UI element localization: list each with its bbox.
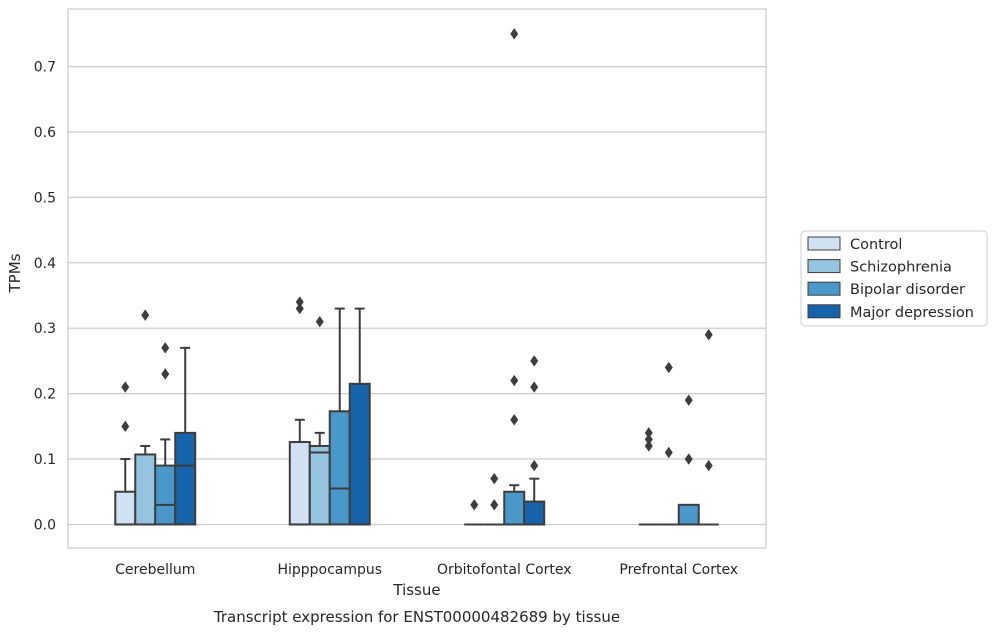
box-schizophrenia: [658, 361, 679, 526]
figure-caption: Transcript expression for ENST0000048268…: [213, 608, 620, 626]
box-body: [174, 431, 197, 526]
box-major-depression: [348, 307, 371, 526]
box-schizophrenia: [484, 472, 505, 526]
box-major-depression: [174, 346, 197, 526]
y-tick-label: 0.0: [34, 517, 56, 533]
x-tick-labels: Cerebellum Hipppocampus Orbitofontal Corte…: [115, 562, 738, 578]
outlier-point: [664, 446, 673, 459]
outlier-point: [644, 433, 653, 446]
outlier-point: [644, 427, 653, 439]
outlier-point: [704, 329, 713, 341]
outlier-point: [490, 499, 499, 511]
y-axis-label: TPMs: [6, 253, 24, 293]
y-tick-labels: 0.0 0.1 0.2 0.3 0.4 0.5 0.6 0.7: [34, 60, 56, 534]
outlier-point: [530, 459, 539, 472]
outlier-point: [644, 440, 653, 452]
outlier-point: [121, 381, 130, 393]
box-body: [288, 441, 311, 526]
box-body: [154, 464, 177, 526]
x-axis-label: Tissue: [392, 581, 440, 599]
box-body: [134, 453, 157, 526]
x-tick-label: Hipppocampus: [277, 562, 382, 578]
box-control: [114, 381, 137, 526]
outlier-point: [684, 453, 693, 465]
legend-swatch: [807, 259, 841, 274]
outlier-point: [141, 309, 150, 321]
outlier-point: [684, 394, 693, 406]
legend-swatch: [807, 236, 841, 251]
y-tick-label: 0.4: [34, 256, 56, 272]
legend-swatch: [807, 304, 841, 319]
y-tick-label: 0.3: [34, 321, 56, 337]
outlier-point: [490, 472, 499, 485]
box-control: [638, 427, 659, 526]
legend-label: Major depression: [850, 305, 974, 321]
outlier-point: [664, 361, 673, 374]
box-body: [114, 490, 137, 526]
outlier-point: [530, 355, 539, 367]
box-body: [523, 500, 546, 526]
box-body: [503, 490, 526, 526]
box-bipolar-disorder: [503, 28, 526, 526]
box-major-depression: [523, 355, 546, 526]
box-body: [348, 382, 371, 526]
outlier-point: [121, 420, 130, 433]
box-groups: [114, 28, 719, 526]
x-tick-label: Prefrontal Cortex: [619, 562, 738, 578]
outlier-point: [470, 499, 479, 511]
box-schizophrenia: [134, 309, 157, 526]
outlier-point: [295, 302, 304, 315]
x-tick-label: Cerebellum: [115, 562, 195, 578]
box-bipolar-disorder: [154, 342, 177, 526]
y-tick-label: 0.2: [34, 387, 56, 403]
y-tick-label: 0.7: [34, 60, 56, 76]
legend-label: Bipolar disorder: [850, 282, 965, 298]
plot-frame: [67, 8, 767, 549]
box-bipolar-disorder: [328, 307, 351, 526]
legend-label: Schizophrenia: [850, 260, 952, 276]
outlier-point: [510, 374, 519, 387]
box-bipolar-disorder: [677, 394, 700, 526]
box-control: [464, 499, 485, 526]
box-major-depression: [698, 329, 719, 526]
outlier-point: [510, 28, 519, 40]
outlier-point: [161, 368, 170, 380]
outlier-point: [530, 381, 539, 393]
y-tick-label: 0.6: [34, 125, 56, 141]
outlier-point: [704, 459, 713, 472]
x-tick-label: Orbitofontal Cortex: [437, 562, 572, 578]
outlier-point: [510, 414, 519, 426]
y-tick-label: 0.5: [34, 190, 56, 206]
outlier-point: [315, 315, 324, 328]
legend-frame: [800, 230, 988, 327]
box-body: [328, 410, 351, 526]
legend-swatch: [807, 281, 841, 296]
box-body: [308, 444, 331, 526]
outlier-point: [295, 296, 304, 308]
y-tick-label: 0.1: [34, 452, 56, 468]
box-body: [677, 503, 700, 526]
legend-label: Control: [850, 237, 902, 253]
outlier-point: [161, 342, 170, 354]
legend: Control Schizophrenia Bipolar disorder Majo…: [800, 230, 988, 327]
